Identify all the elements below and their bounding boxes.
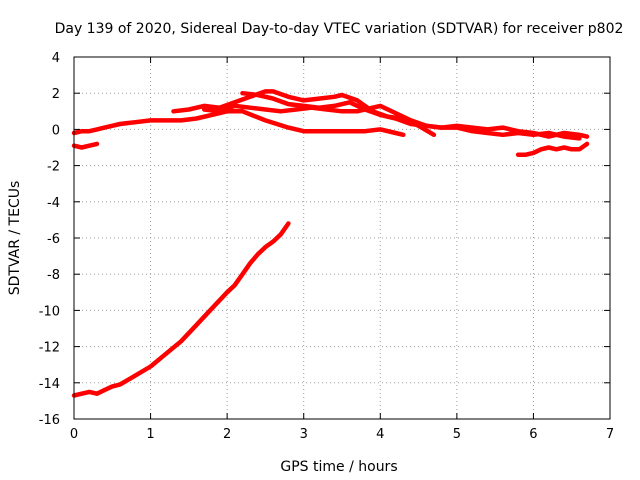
x-tick-label: 5	[453, 427, 461, 442]
series-arc-1	[71, 141, 100, 150]
x-axis-label: GPS time / hours	[280, 459, 397, 475]
x-tick-label: 4	[376, 427, 384, 442]
tick-labels: 0 1 2 3 4 5 6 7 -16 -14 -12 -10 -8 -6 -4 -2 0 2 4	[39, 51, 614, 442]
y-tick-label: -16	[39, 413, 60, 428]
y-tick-label: -8	[47, 268, 60, 283]
series-arc-7	[71, 221, 291, 398]
y-tick-label: -14	[39, 377, 60, 392]
x-tick-label: 1	[146, 427, 154, 442]
y-tick-label: 2	[52, 87, 60, 102]
x-tick-label: 6	[529, 427, 537, 442]
series-layer	[71, 89, 590, 398]
ticks	[73, 56, 611, 420]
y-tick-label: -6	[47, 232, 60, 247]
y-tick-label: 0	[52, 123, 60, 138]
x-tick-label: 7	[606, 427, 614, 442]
x-tick-label: 3	[300, 427, 308, 442]
series-arc-2	[71, 109, 406, 138]
x-tick-label: 0	[70, 427, 78, 442]
y-axis-label: SDTVAR / TECUs	[7, 181, 23, 296]
x-tick-label: 2	[223, 427, 231, 442]
y-tick-label: -4	[47, 196, 60, 211]
y-tick-label: -2	[47, 160, 60, 175]
y-tick-label: 4	[52, 51, 60, 66]
y-tick-label: -10	[39, 304, 60, 319]
chart-title: Day 139 of 2020, Sidereal Day-to-day VTE…	[55, 21, 624, 37]
series-arc-6	[515, 141, 590, 157]
series-arc-5	[240, 90, 582, 141]
y-tick-label: -12	[39, 341, 60, 356]
